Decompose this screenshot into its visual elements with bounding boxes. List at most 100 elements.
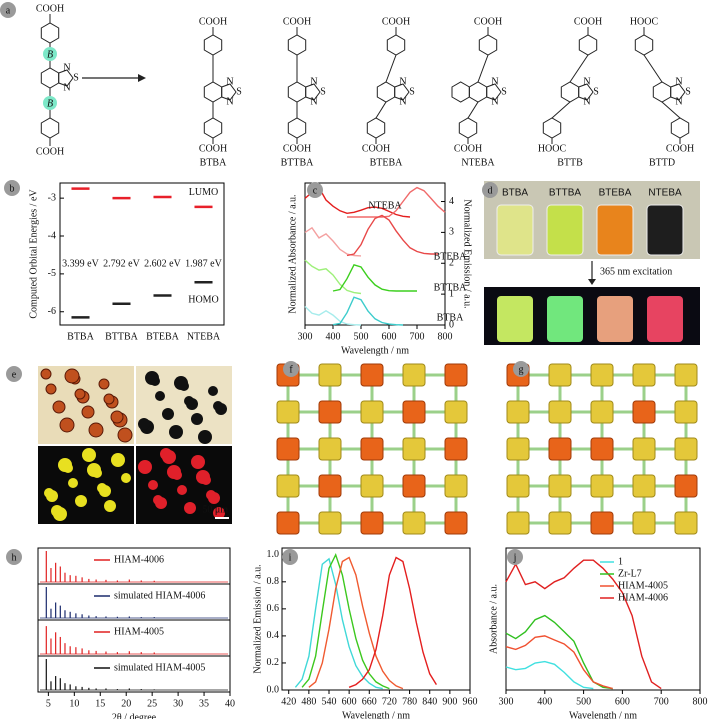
atom-label: S (409, 86, 415, 97)
bond (385, 54, 397, 83)
atom-label: N (675, 96, 682, 107)
crystal (148, 480, 158, 490)
metal-cluster (632, 400, 656, 424)
crystal (40, 368, 52, 380)
x-axis-label: Wavelength / nm (569, 710, 637, 719)
x-axis-label: 2θ / degree (112, 712, 157, 719)
metal-cluster (444, 474, 468, 498)
bond (467, 101, 479, 119)
bond (375, 101, 387, 119)
crystal (82, 448, 96, 462)
carboxyl-label: COOH (283, 16, 311, 27)
x-tick-label: BTTBA (105, 331, 139, 342)
crystal (162, 408, 174, 420)
metal-cluster (590, 511, 614, 535)
panel-badge (6, 366, 22, 382)
panel-badge (283, 361, 299, 377)
linker-node (43, 47, 57, 61)
vial-label: BTEBA (599, 188, 632, 199)
linker-label: B (47, 49, 53, 60)
crystal (208, 386, 218, 396)
metal-cluster (318, 363, 342, 387)
x-tick-label: 480 (301, 696, 316, 707)
crystal (167, 465, 181, 479)
panel-label: h (12, 552, 17, 563)
legend-label: HIAM-4006 (114, 554, 164, 565)
y-tick-label: 0.8 (267, 576, 280, 587)
y2-axis-label: Normalized Emission / a.u. (462, 199, 473, 308)
thiadiazole (578, 83, 594, 101)
y-tick-label: 0.0 (267, 684, 280, 695)
y-tick-label: 0.6 (267, 603, 280, 614)
atom-label: N (399, 76, 406, 87)
emission-line (332, 296, 404, 326)
metal-cluster (318, 474, 342, 498)
atom-label: N (491, 96, 498, 107)
metal-cluster (506, 400, 530, 424)
panel-label: a (6, 5, 11, 16)
atom-label: N (63, 82, 70, 93)
level-name: HOMO (188, 295, 219, 306)
metal-cluster (590, 400, 614, 424)
y2-tick-label: 1 (449, 288, 454, 299)
crystal (138, 418, 150, 430)
y-axis-label: Computed Orbital Energies / eV (28, 189, 39, 319)
metal-cluster (402, 437, 426, 461)
panel-label: f (289, 364, 293, 375)
y-tick-label: -6 (48, 306, 56, 317)
emission-line (332, 263, 417, 292)
series-line (505, 660, 594, 690)
carboxyl-label: COOH (574, 16, 602, 27)
x-tick-label: 400 (537, 696, 552, 707)
metal-cluster (360, 437, 384, 461)
metal-cluster (590, 474, 614, 498)
vial (496, 204, 534, 256)
x-tick-label: 5 (46, 698, 51, 709)
panel-label: i (289, 552, 292, 563)
metal-cluster (444, 363, 468, 387)
x-tick-label: 960 (463, 696, 478, 707)
vial (596, 204, 634, 256)
metal-cluster (276, 437, 300, 461)
crystal (206, 490, 216, 500)
x-tick-label: 20 (121, 698, 131, 709)
legend-label: simulated HIAM-4006 (114, 590, 205, 601)
metal-cluster (276, 400, 300, 424)
carboxyl-label: COOH (382, 16, 410, 27)
bond (477, 54, 489, 83)
metal-cluster (318, 437, 342, 461)
carboxyl-label: HOOC (630, 16, 659, 27)
series-line (308, 556, 404, 690)
atom-label: S (685, 86, 691, 97)
compound-name: BTBA (200, 157, 227, 168)
metal-cluster (360, 363, 384, 387)
level-name: LUMO (189, 187, 218, 198)
atom-label: N (310, 76, 317, 87)
series-line (348, 556, 437, 688)
compound-name: NTEBA (461, 157, 495, 168)
crystal (110, 410, 124, 424)
crystal (45, 383, 57, 395)
x-tick-label: 720 (382, 696, 397, 707)
x-tick-label: 540 (322, 696, 337, 707)
metal-cluster (402, 511, 426, 535)
y-tick-label: 1.0 (267, 549, 280, 560)
compound-name: BTTBA (281, 157, 315, 168)
panel-label: d (488, 185, 493, 196)
metal-cluster (548, 400, 572, 424)
x-tick-label: 800 (438, 331, 453, 342)
crystal (52, 400, 66, 414)
y-axis-label: Normalized Emission / a.u. (252, 564, 263, 673)
y-axis-label: Normalized Absorbance / a.u. (287, 194, 298, 313)
metal-cluster (632, 363, 656, 387)
series-line (294, 557, 383, 690)
x-tick-label: 840 (422, 696, 437, 707)
panel-badge (6, 549, 22, 565)
bond (569, 54, 589, 83)
crystal (177, 485, 187, 495)
y-tick-label: -5 (48, 268, 56, 279)
metal-cluster (360, 511, 384, 535)
gap-annotation: 1.987 eV (185, 258, 222, 269)
